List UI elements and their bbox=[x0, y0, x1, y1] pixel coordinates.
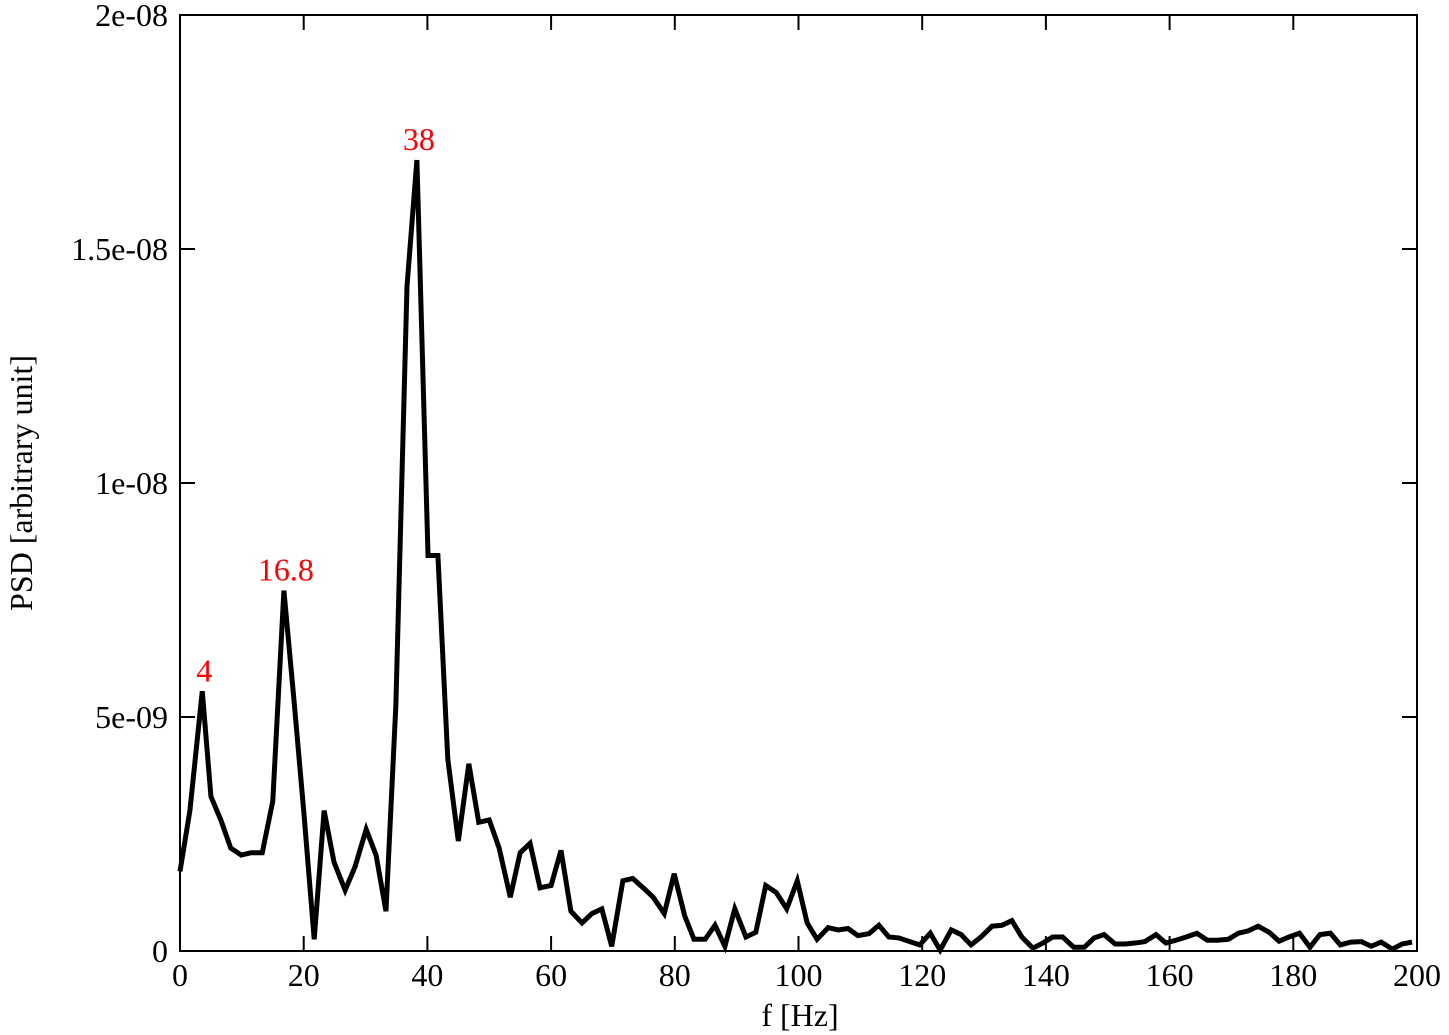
x-tick-label: 140 bbox=[1022, 957, 1070, 993]
x-tick-label: 120 bbox=[898, 957, 946, 993]
peak-annotation: 4 bbox=[196, 652, 212, 688]
x-tick-label: 100 bbox=[775, 957, 823, 993]
peak-annotation: 38 bbox=[403, 121, 435, 157]
peak-annotation: 16.8 bbox=[258, 552, 314, 588]
x-tick-label: 0 bbox=[172, 957, 188, 993]
data-line bbox=[177, 159, 1413, 956]
y-tick-label: 5e-09 bbox=[95, 699, 168, 735]
y-tick-label: 1.5e-08 bbox=[71, 231, 168, 267]
x-tick-label: 60 bbox=[535, 957, 567, 993]
plot-frame bbox=[179, 14, 1418, 952]
x-tick-label: 80 bbox=[659, 957, 691, 993]
x-tick-label: 40 bbox=[411, 957, 443, 993]
y-tick-label: 1e-08 bbox=[95, 465, 168, 501]
x-tick-label: 20 bbox=[288, 957, 320, 993]
y-axis-label: PSD [arbitrary unit] bbox=[3, 355, 39, 611]
x-tick-label: 200 bbox=[1393, 957, 1441, 993]
x-tick-label: 160 bbox=[1146, 957, 1194, 993]
y-tick-label: 2e-08 bbox=[95, 0, 168, 33]
y-tick-label: 0 bbox=[152, 933, 168, 969]
x-tick-label: 180 bbox=[1269, 957, 1317, 993]
x-axis-label: f [Hz] bbox=[761, 997, 838, 1033]
